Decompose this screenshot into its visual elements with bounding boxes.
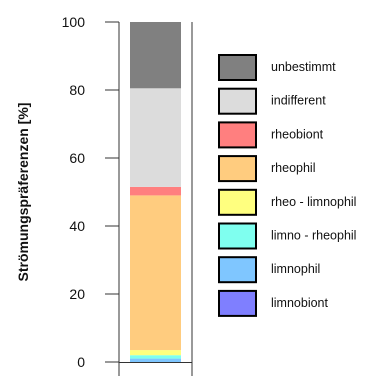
bar-segment-unbestimmt <box>130 22 181 89</box>
legend-label: rheo - limnophil <box>271 195 356 209</box>
legend-label: indifferent <box>271 94 326 108</box>
legend-swatch <box>218 54 257 81</box>
legend-label: limnobiont <box>271 296 329 310</box>
bar-segment-rheo-limnophil <box>130 350 181 356</box>
bar-segment-indifferent <box>130 88 181 187</box>
legend-label: unbestimmt <box>271 60 336 74</box>
legend-swatch <box>218 289 257 317</box>
legend-swatch <box>218 222 257 250</box>
bar-segment-rheobiont <box>130 186 181 196</box>
legend-swatch <box>218 121 257 149</box>
legend-label: limnophil <box>271 262 320 276</box>
y-tick-label: 20 <box>69 286 85 302</box>
legend-swatch <box>218 87 257 115</box>
axis-lines <box>118 22 193 376</box>
y-tick-label: 40 <box>69 218 85 234</box>
legend-label: rheobiont <box>271 127 324 141</box>
legend-swatch <box>218 256 257 284</box>
bar-segment-limno-rheophil <box>130 355 181 359</box>
bar-segment-rheophil <box>130 195 181 351</box>
y-tick-label: 100 <box>62 14 86 30</box>
legend-label: rheophil <box>271 161 315 175</box>
y-tick-label: 0 <box>77 354 85 370</box>
y-axis-ticks: 0 20 40 60 80 100 <box>62 14 119 370</box>
y-axis-label: Strömungspräferenzen [%] <box>15 103 31 282</box>
legend-swatch <box>218 188 257 216</box>
legend-swatch <box>218 155 257 183</box>
legend-label: limno - rheophil <box>271 229 356 243</box>
bar-segment-limnophil <box>130 358 181 362</box>
y-tick-label: 60 <box>69 150 85 166</box>
legend: unbestimmt indifferent rheobiont rheophil rh… <box>218 54 356 317</box>
y-tick-label: 80 <box>69 82 85 98</box>
bar-stack <box>130 22 181 362</box>
